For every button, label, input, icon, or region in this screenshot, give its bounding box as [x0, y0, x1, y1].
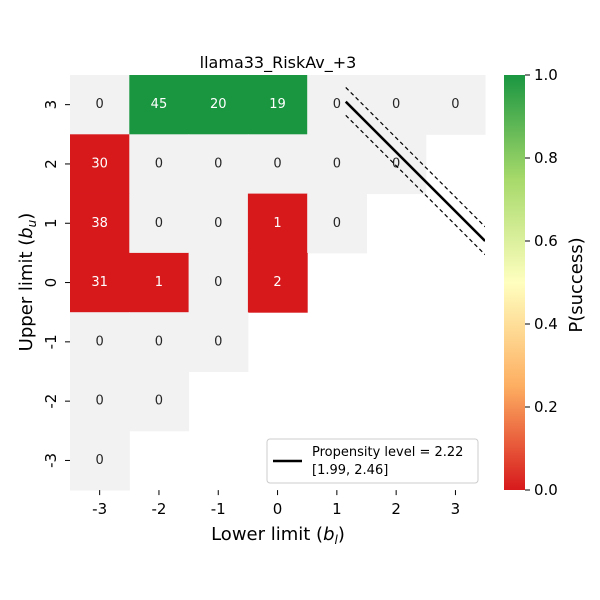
chart-title: llama33_RiskAv_+3	[200, 53, 357, 73]
colorbar-tick-label: 0.0	[534, 481, 558, 499]
y-axis-label: Upper limit (bu)	[16, 213, 39, 352]
heatmap-cell	[188, 193, 249, 254]
heatmap-cell	[247, 252, 308, 313]
heatmap-cell	[129, 252, 190, 313]
cell-count-label: 0	[392, 97, 400, 112]
legend-box	[266, 438, 479, 484]
heatmap-cell	[307, 193, 367, 254]
heatmap-cell	[70, 430, 130, 491]
cell-count-label: 20	[210, 97, 227, 112]
cell-count-label: 0	[155, 394, 163, 409]
heatmap-cell	[70, 312, 130, 372]
legend: Propensity level = 2.22 [1.99, 2.46]	[266, 438, 479, 484]
cell-count-label: 0	[333, 156, 341, 171]
cell-count-label: 0	[96, 453, 104, 468]
y-tick-label: -2	[42, 394, 60, 409]
cell-count-label: 0	[214, 216, 222, 231]
heatmap-cell	[425, 75, 486, 135]
cell-count-label: 45	[151, 97, 168, 112]
x-tick-label: -1	[211, 500, 226, 518]
x-axis-label: Lower limit (bl)	[211, 524, 345, 547]
cell-count-label: 19	[269, 97, 286, 112]
y-tick-label: -1	[42, 334, 60, 349]
y-tick-label: 1	[42, 218, 60, 228]
heatmap-cell	[70, 252, 130, 313]
propensity-lines	[344, 87, 485, 256]
x-tick-label: 2	[391, 500, 401, 518]
x-tick-label: 3	[451, 500, 461, 518]
heatmap-cell	[70, 75, 130, 135]
heatmap-cell	[129, 193, 190, 254]
heatmap-cell	[70, 371, 130, 432]
cell-count-label: 0	[273, 156, 281, 171]
colorbar-tick-label: 0.6	[534, 232, 558, 250]
colorbar-tick-label: 1.0	[534, 66, 558, 84]
cell-count-label: 0	[96, 334, 104, 349]
colorbar-tick-label: 0.8	[534, 149, 558, 167]
cell-count-label: 31	[91, 275, 108, 290]
heatmap-cell	[247, 193, 308, 254]
cell-count-label: 0	[155, 334, 163, 349]
heatmap-cell	[188, 252, 249, 313]
heatmap-cell	[129, 371, 190, 432]
legend-label-line2: [1.99, 2.46]	[312, 463, 388, 478]
cell-count-label: 30	[91, 156, 108, 171]
cell-count-label: 0	[214, 156, 222, 171]
heatmap-cell	[188, 312, 249, 372]
heatmap-cell	[188, 75, 249, 135]
propensity-ci-lower-line	[345, 114, 485, 256]
propensity-line	[344, 100, 485, 242]
cell-count-label: 1	[273, 216, 281, 231]
x-tick-label: -2	[151, 500, 166, 518]
cell-count-label: 2	[273, 275, 281, 290]
heatmap-cell	[366, 134, 427, 195]
cell-count-label: 0	[392, 156, 400, 171]
x-axis-ticks: -3 -2 -1 0 1 2 3	[92, 490, 460, 518]
heatmap-cell	[307, 75, 367, 135]
cell-count-label: 0	[451, 97, 459, 112]
legend-label-line1: Propensity level = 2.22	[312, 445, 463, 460]
heatmap-cell	[307, 134, 367, 195]
cell-count-label: 0	[214, 334, 222, 349]
heatmap-cell	[188, 134, 249, 195]
x-tick-label: 1	[332, 500, 342, 518]
cell-count-label: 0	[214, 275, 222, 290]
heatmap-cell	[247, 75, 308, 135]
cell-count-label: 0	[155, 216, 163, 231]
y-tick-label: 0	[42, 278, 60, 288]
y-tick-label: 3	[42, 100, 60, 110]
x-tick-label: -3	[92, 500, 107, 518]
cell-count-label: 0	[333, 216, 341, 231]
colorbar-label: P(success)	[566, 237, 587, 332]
colorbar-gradient	[504, 75, 525, 490]
heatmap-cell	[129, 75, 190, 135]
cell-count-label: 0	[155, 156, 163, 171]
y-tick-label: -3	[42, 453, 60, 468]
heatmap-cells	[70, 75, 486, 491]
cell-count-label: 38	[91, 216, 108, 231]
colorbar-tick-label: 0.4	[534, 315, 558, 333]
colorbar: 0.0 0.2 0.4 0.6 0.8 1.0 P(success)	[504, 66, 587, 499]
heatmap-cell-labels: 0 45 20 19 0 0 030 0 0 0 0 038 0 0 1 031 1 0 20 0 00 00	[91, 97, 459, 468]
heatmap-cell	[70, 134, 130, 195]
cell-count-label: 0	[333, 97, 341, 112]
heatmap-cell	[129, 134, 190, 195]
colorbar-ticks: 0.0 0.2 0.4 0.6 0.8 1.0	[525, 66, 558, 499]
y-axis-ticks: 3 2 1 0 -1 -2 -3	[42, 100, 70, 468]
propensity-ci-upper-line	[345, 87, 485, 228]
x-tick-label: 0	[273, 500, 283, 518]
heatmap-cell	[70, 193, 130, 254]
cell-count-label: 1	[155, 275, 163, 290]
heatmap-cell	[129, 312, 190, 372]
heatmap-cell	[247, 134, 308, 195]
cell-count-label: 0	[96, 394, 104, 409]
cell-count-label: 0	[96, 97, 104, 112]
colorbar-tick-label: 0.2	[534, 398, 558, 416]
y-tick-label: 2	[42, 159, 60, 169]
heatmap-cell	[366, 75, 427, 135]
